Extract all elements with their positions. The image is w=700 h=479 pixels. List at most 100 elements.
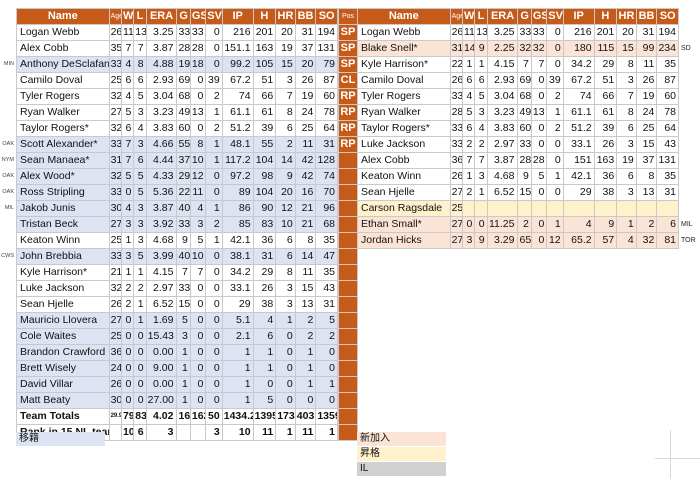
cell-era[interactable] xyxy=(486,200,519,217)
cell-age[interactable]: 35 xyxy=(108,40,122,57)
cell-era[interactable]: 2.93 xyxy=(145,72,178,89)
cell-age[interactable]: 28 xyxy=(449,104,463,121)
cell-age[interactable]: 24 xyxy=(108,360,122,377)
cell-bb[interactable]: 15 xyxy=(294,280,317,297)
cell-sv[interactable]: 1 xyxy=(205,152,223,169)
cell-g[interactable]: 33 xyxy=(517,24,532,41)
cell-ip[interactable]: 1 xyxy=(221,376,254,393)
cell-l[interactable]: 9 xyxy=(474,232,488,249)
cell-l[interactable]: 13 xyxy=(474,24,488,41)
cell-gs[interactable]: 5 xyxy=(189,232,207,249)
cell-w[interactable]: 2 xyxy=(461,136,476,153)
cell-so[interactable]: 35 xyxy=(656,168,679,185)
cell-bb[interactable]: 37 xyxy=(635,152,658,169)
cell-name[interactable]: Blake Snell* xyxy=(357,40,451,57)
cell-gs[interactable]: 12 xyxy=(189,168,207,185)
cell-gs[interactable]: 0 xyxy=(530,88,548,105)
cell-gs[interactable]: 162 xyxy=(189,408,207,425)
cell-era[interactable]: 27.00 xyxy=(145,392,178,409)
cell-bb[interactable]: 32 xyxy=(635,232,658,249)
cell-age[interactable]: 31 xyxy=(449,40,463,57)
cell-h[interactable]: 1 xyxy=(252,344,277,361)
cell-so[interactable]: 0 xyxy=(315,392,338,409)
cell-sv[interactable]: 1 xyxy=(546,216,564,233)
cell-ip[interactable]: 61.1 xyxy=(562,104,595,121)
cell-w[interactable]: 7 xyxy=(120,136,135,153)
cell-h[interactable]: 36 xyxy=(252,232,277,249)
cell-name[interactable]: Jakob Junis xyxy=(16,200,110,217)
cell-hr[interactable]: 19 xyxy=(275,40,296,57)
cell-so[interactable]: 87 xyxy=(315,72,338,89)
cell-g[interactable]: 69 xyxy=(517,72,532,89)
col-header-w[interactable]: W xyxy=(120,8,135,25)
cell-so[interactable]: 31 xyxy=(656,184,679,201)
cell-h[interactable]: 104 xyxy=(252,184,277,201)
cell-h[interactable]: 66 xyxy=(593,88,618,105)
cell-name[interactable]: Keaton Winn xyxy=(16,232,110,249)
cell-sv[interactable]: 0 xyxy=(205,296,223,313)
cell-h[interactable]: 115 xyxy=(593,40,618,57)
cell-hr[interactable]: 8 xyxy=(616,56,637,73)
cell-bb[interactable]: 2 xyxy=(294,328,317,345)
cell-gs[interactable]: 0 xyxy=(189,120,207,137)
cell-h[interactable]: 36 xyxy=(593,168,618,185)
cell-age[interactable]: 25 xyxy=(108,328,122,345)
cell-sv[interactable]: 0 xyxy=(205,40,223,57)
cell-ip[interactable] xyxy=(562,200,595,217)
cell-name[interactable]: Alex Cobb xyxy=(357,152,451,169)
cell-era[interactable]: 4.68 xyxy=(145,232,178,249)
cell-gs[interactable]: 8 xyxy=(189,136,207,153)
cell-w[interactable]: 1 xyxy=(461,168,476,185)
cell-sv[interactable]: 0 xyxy=(546,136,564,153)
cell-gs[interactable]: 13 xyxy=(189,104,207,121)
cell-name[interactable]: Tyler Rogers xyxy=(16,88,110,105)
cell-gs[interactable]: 33 xyxy=(530,24,548,41)
cell-w[interactable]: 3 xyxy=(120,248,135,265)
cell-so[interactable]: 35 xyxy=(315,264,338,281)
cell-w[interactable]: 3 xyxy=(461,232,476,249)
cell-hr[interactable]: 20 xyxy=(616,24,637,41)
col-header-bb[interactable]: BB xyxy=(635,8,658,25)
cell-sv[interactable]: 2 xyxy=(205,88,223,105)
cell-l[interactable]: 3 xyxy=(133,232,147,249)
cell-era[interactable]: 6.52 xyxy=(486,184,519,201)
cell-l[interactable]: 2 xyxy=(133,280,147,297)
cell-sv[interactable]: 0 xyxy=(205,168,223,185)
cell-ip[interactable]: 2.1 xyxy=(221,328,254,345)
cell-l[interactable]: 5 xyxy=(133,184,147,201)
cell-gs[interactable]: 11 xyxy=(189,184,207,201)
cell-ip[interactable]: 89 xyxy=(221,184,254,201)
cell-gs[interactable]: 0 xyxy=(530,120,548,137)
cell-ip[interactable]: 67.2 xyxy=(562,72,595,89)
cell-ip[interactable]: 86 xyxy=(221,200,254,217)
cell-gs[interactable]: 0 xyxy=(189,72,207,89)
cell-w[interactable]: 79 xyxy=(120,408,135,425)
cell-hr[interactable]: 3 xyxy=(616,184,637,201)
cell-w[interactable]: 10 xyxy=(120,424,135,441)
cell-g[interactable]: 68 xyxy=(176,88,191,105)
cell-w[interactable]: 0 xyxy=(120,344,135,361)
col-header-w[interactable]: W xyxy=(461,8,476,25)
cell-age[interactable]: 32 xyxy=(108,280,122,297)
cell-l[interactable]: 3 xyxy=(474,168,488,185)
cell-g[interactable]: 29 xyxy=(176,168,191,185)
cell-sv[interactable]: 0 xyxy=(205,344,223,361)
cell-name[interactable]: David Villar xyxy=(16,376,110,393)
cell-h[interactable]: 11 xyxy=(252,424,277,441)
cell-name[interactable]: Keaton Winn xyxy=(357,168,451,185)
cell-h[interactable]: 104 xyxy=(252,152,277,169)
col-header-ip[interactable]: IP xyxy=(221,8,254,25)
cell-hr[interactable]: 1 xyxy=(275,424,296,441)
cell-era[interactable]: 4.02 xyxy=(145,408,178,425)
cell-bb[interactable]: 1 xyxy=(294,344,317,361)
cell-h[interactable]: 1 xyxy=(252,360,277,377)
cell-g[interactable]: 19 xyxy=(176,56,191,73)
cell-bb[interactable]: 11 xyxy=(294,136,317,153)
cell-era[interactable]: 1.69 xyxy=(145,312,178,329)
cell-bb[interactable]: 1 xyxy=(294,360,317,377)
cell-l[interactable]: 6 xyxy=(474,72,488,89)
cell-era[interactable]: 2.25 xyxy=(486,40,519,57)
cell-hr[interactable]: 173 xyxy=(275,408,296,425)
cell-g[interactable]: 33 xyxy=(176,24,191,41)
cell-sv[interactable]: 1 xyxy=(205,136,223,153)
